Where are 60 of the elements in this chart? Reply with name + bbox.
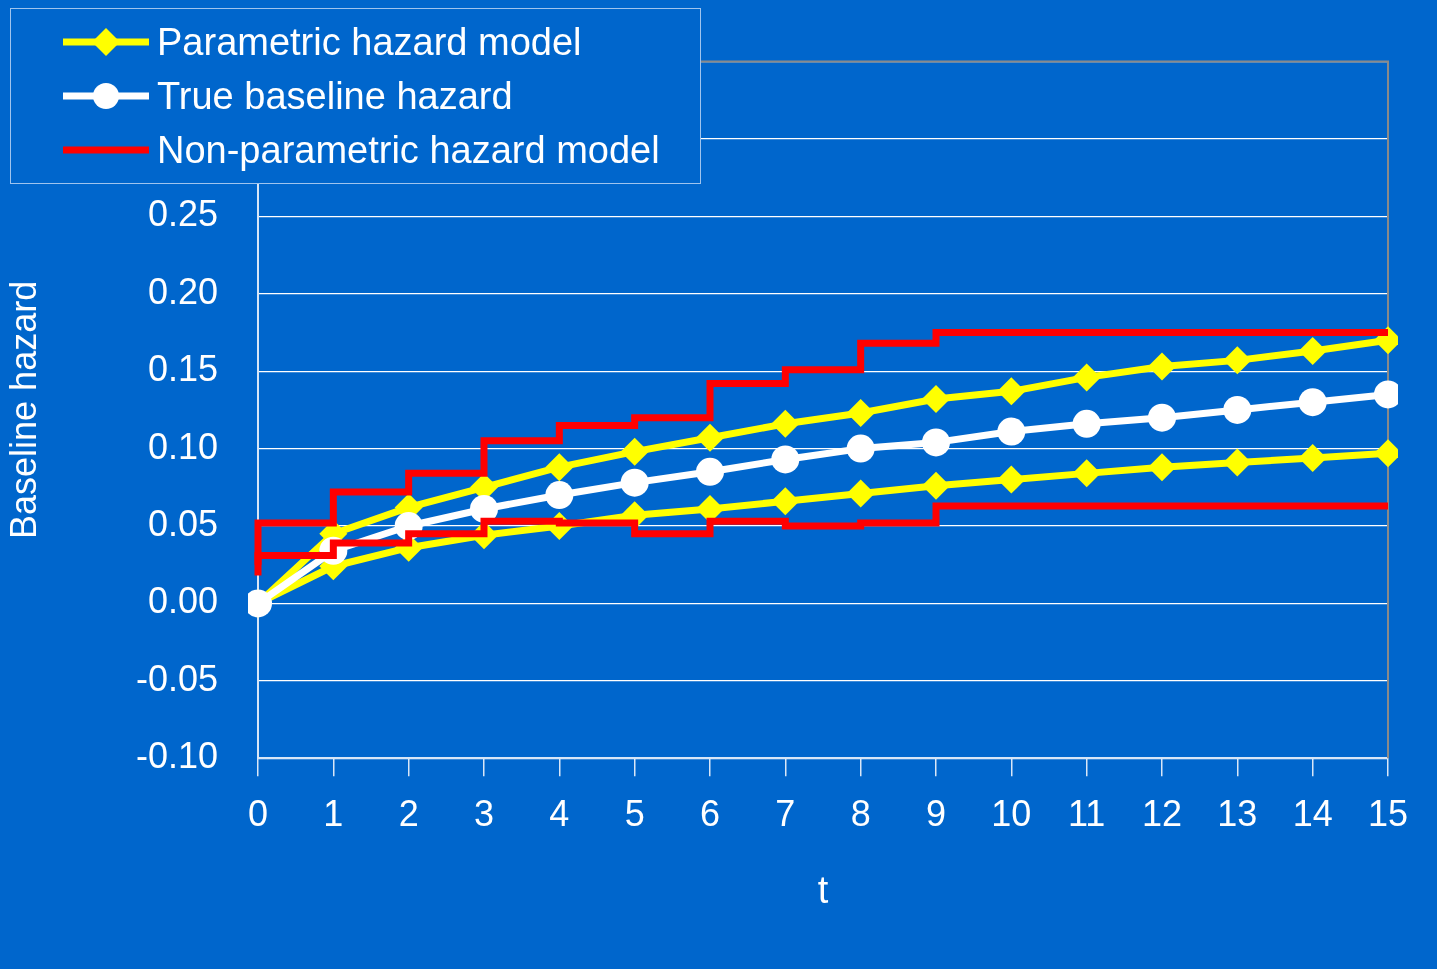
x-tick-label: 4 bbox=[549, 792, 570, 834]
x-tick-label: 0 bbox=[247, 792, 269, 834]
point bbox=[1148, 403, 1176, 432]
x-tick-label: 12 bbox=[1141, 792, 1183, 834]
point bbox=[846, 479, 875, 508]
x-tick-label: 2 bbox=[398, 792, 419, 834]
point bbox=[470, 494, 498, 523]
x-tick-label: 10 bbox=[991, 792, 1032, 834]
x-tick-label: 13 bbox=[1217, 792, 1258, 834]
x-tick-label: 3 bbox=[473, 792, 495, 834]
y-tick-label: 0.10 bbox=[147, 425, 218, 467]
point bbox=[997, 417, 1026, 446]
x-tick-label: 1 bbox=[323, 792, 344, 834]
point bbox=[771, 445, 800, 474]
point bbox=[1298, 337, 1327, 366]
point bbox=[922, 385, 950, 414]
x-tick-label: 15 bbox=[1367, 792, 1409, 834]
point bbox=[1298, 388, 1327, 417]
point bbox=[545, 453, 574, 482]
point bbox=[1223, 395, 1252, 424]
legend-label: True baseline hazard bbox=[157, 74, 513, 118]
x-tick-label: 9 bbox=[925, 792, 947, 834]
x-tick-label: 8 bbox=[850, 792, 871, 834]
point bbox=[922, 471, 950, 500]
point bbox=[620, 468, 649, 497]
y-axis-title: Baseline hazard bbox=[2, 280, 44, 539]
x-axis-title: t bbox=[817, 868, 829, 911]
point bbox=[1072, 363, 1101, 392]
y-tick-label: 0.00 bbox=[147, 580, 218, 622]
y-tick-label: 0.15 bbox=[147, 348, 218, 390]
point bbox=[846, 434, 875, 463]
point bbox=[771, 487, 800, 516]
y-tick-label: -0.05 bbox=[135, 657, 218, 699]
point bbox=[696, 457, 724, 486]
point bbox=[846, 399, 875, 427]
x-tick-label: 11 bbox=[1067, 792, 1106, 834]
point bbox=[922, 428, 950, 457]
x-tick-label: 7 bbox=[775, 792, 796, 834]
point bbox=[545, 481, 574, 510]
y-tick-label: 0.05 bbox=[147, 502, 218, 544]
point bbox=[997, 465, 1026, 494]
point bbox=[620, 437, 649, 466]
y-tick-label: 0.25 bbox=[147, 193, 218, 235]
x-tick-label: 14 bbox=[1292, 792, 1333, 834]
point bbox=[1072, 409, 1101, 438]
point bbox=[1223, 448, 1252, 477]
point bbox=[1072, 459, 1101, 488]
legend-label: Parametric hazard model bbox=[157, 20, 582, 64]
y-tick-label: -0.10 bbox=[135, 735, 218, 777]
point bbox=[771, 409, 800, 438]
point bbox=[696, 423, 724, 452]
point bbox=[1148, 352, 1176, 381]
point bbox=[997, 377, 1026, 406]
x-tick-label: 6 bbox=[699, 792, 721, 834]
x-tick-label: 5 bbox=[624, 792, 645, 834]
y-tick-label: 0.20 bbox=[147, 270, 218, 312]
point bbox=[1223, 346, 1252, 375]
legend-label: Non-parametric hazard model bbox=[157, 128, 660, 172]
point bbox=[1298, 443, 1327, 472]
point bbox=[1148, 453, 1176, 482]
